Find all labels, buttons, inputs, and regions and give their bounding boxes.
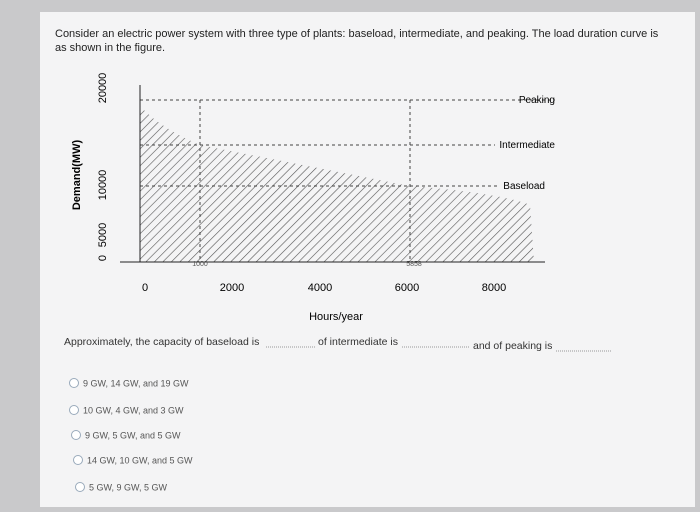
radio[interactable] [71,430,81,440]
marker: 1000 [192,261,208,268]
option-label[interactable]: 5 GW, 9 GW, 5 GW [89,483,168,493]
region-label: Intermediate [499,140,555,151]
y-tick-label: 20000 [97,73,109,104]
region-label: Peaking [519,95,555,106]
prompt-part: and of peaking is [473,340,552,352]
prompt-part: of intermediate is [318,336,398,348]
x-tick-label: 0 [142,282,148,294]
x-tick-label: 6000 [395,282,419,294]
option-label[interactable]: 14 GW, 10 GW, and 5 GW [87,456,193,466]
y-axis-label: Demand(MW) [71,140,83,211]
figure: Peaking Intermediate Baseload 1000 5858 … [71,73,555,323]
x-tick-label: 4000 [308,282,332,294]
x-tick-label: 8000 [482,282,506,294]
prompt-part: Approximately, the capacity of baseload … [64,336,259,348]
question-line-2: as shown in the figure. [55,42,165,54]
option-label[interactable]: 10 GW, 4 GW, and 3 GW [83,406,184,416]
y-tick-label: 10000 [97,170,109,201]
y-tick-label: 0 [97,255,109,261]
radio[interactable] [69,378,79,388]
options: 9 GW, 14 GW, and 19 GW 10 GW, 4 GW, and 3… [69,378,193,493]
question-line-1: Consider an electric power system with t… [55,28,659,40]
radio[interactable] [73,455,83,465]
radio[interactable] [69,405,79,415]
x-axis-label: Hours/year [309,311,363,323]
y-tick-label: 5000 [97,223,109,247]
marker: 5858 [406,261,422,268]
region-label: Baseload [503,181,545,192]
load-area [140,106,534,262]
x-tick-label: 2000 [220,282,244,294]
radio[interactable] [75,482,85,492]
option-label[interactable]: 9 GW, 5 GW, and 5 GW [85,431,181,441]
option-label[interactable]: 9 GW, 14 GW, and 19 GW [83,379,189,389]
